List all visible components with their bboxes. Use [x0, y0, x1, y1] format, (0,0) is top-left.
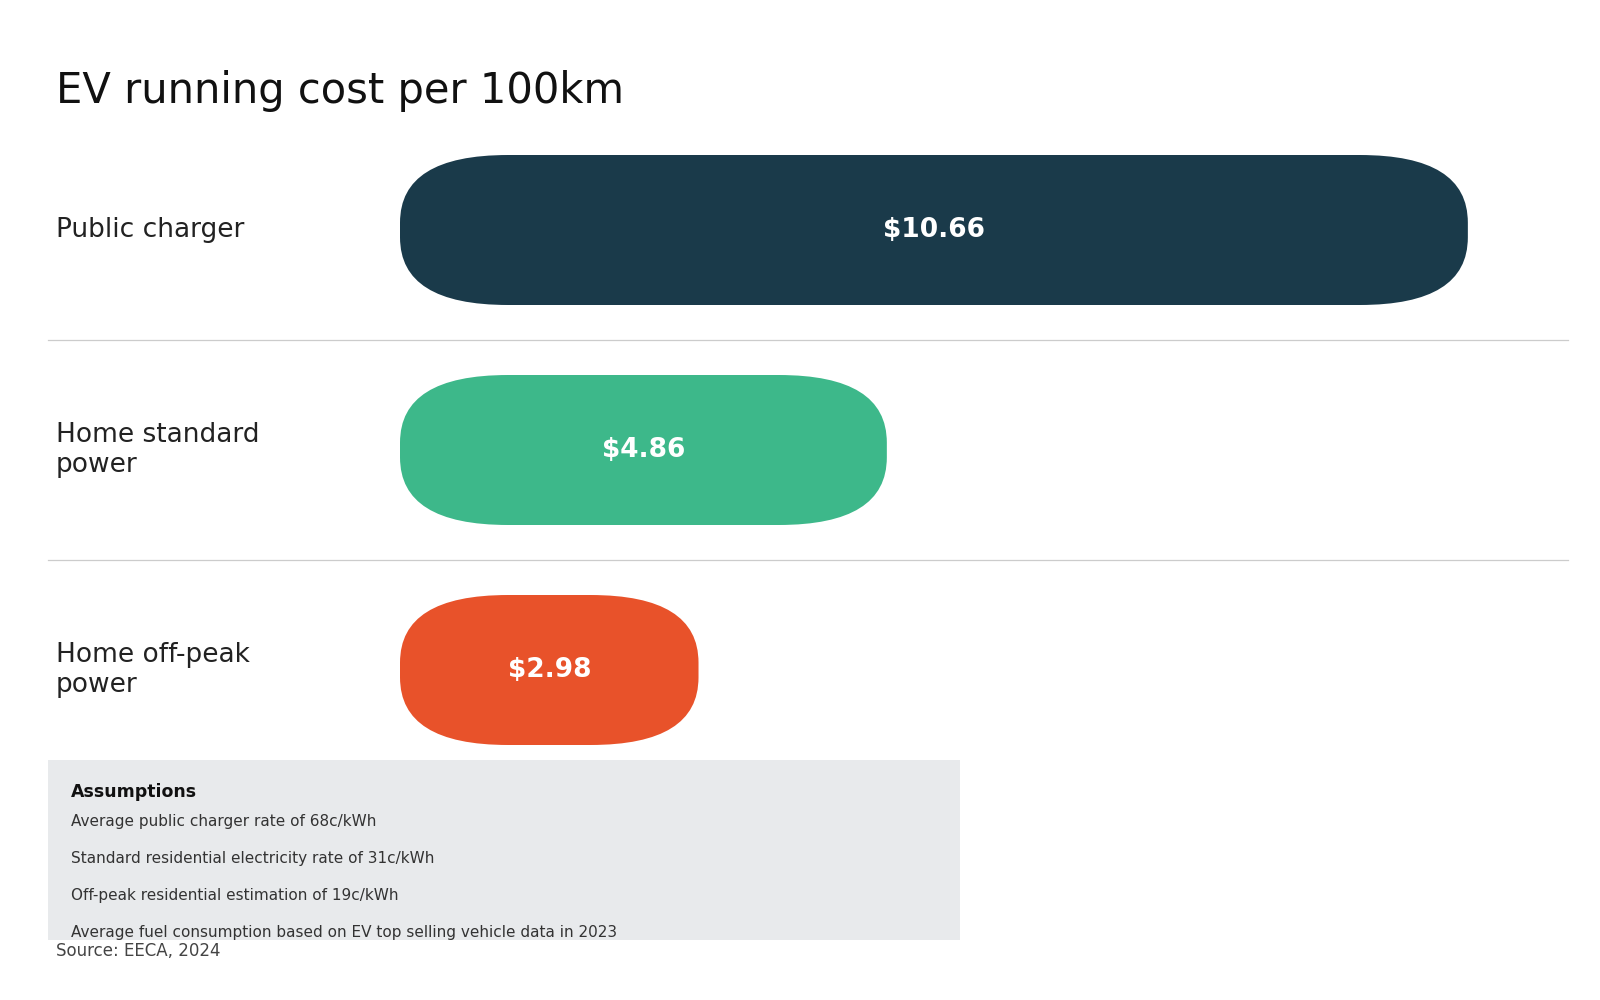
Text: Off-peak residential estimation of 19c/kWh: Off-peak residential estimation of 19c/k…: [70, 888, 398, 903]
FancyBboxPatch shape: [400, 375, 886, 525]
Text: Average public charger rate of 68c/kWh: Average public charger rate of 68c/kWh: [70, 814, 376, 829]
Text: Home off-peak
power: Home off-peak power: [56, 642, 250, 698]
Text: $2.98: $2.98: [507, 657, 590, 683]
FancyBboxPatch shape: [400, 595, 699, 745]
Text: $10.66: $10.66: [883, 217, 986, 243]
Text: Source: EECA, 2024: Source: EECA, 2024: [56, 942, 221, 960]
Text: Standard residential electricity rate of 31c/kWh: Standard residential electricity rate of…: [70, 851, 434, 866]
FancyBboxPatch shape: [400, 155, 1467, 305]
Text: Assumptions: Assumptions: [70, 783, 197, 801]
Text: Home standard
power: Home standard power: [56, 422, 259, 478]
Text: Average fuel consumption based on EV top selling vehicle data in 2023: Average fuel consumption based on EV top…: [70, 925, 618, 940]
Text: $4.86: $4.86: [602, 437, 685, 463]
Text: Public charger: Public charger: [56, 217, 245, 243]
Text: EV running cost per 100km: EV running cost per 100km: [56, 70, 624, 112]
